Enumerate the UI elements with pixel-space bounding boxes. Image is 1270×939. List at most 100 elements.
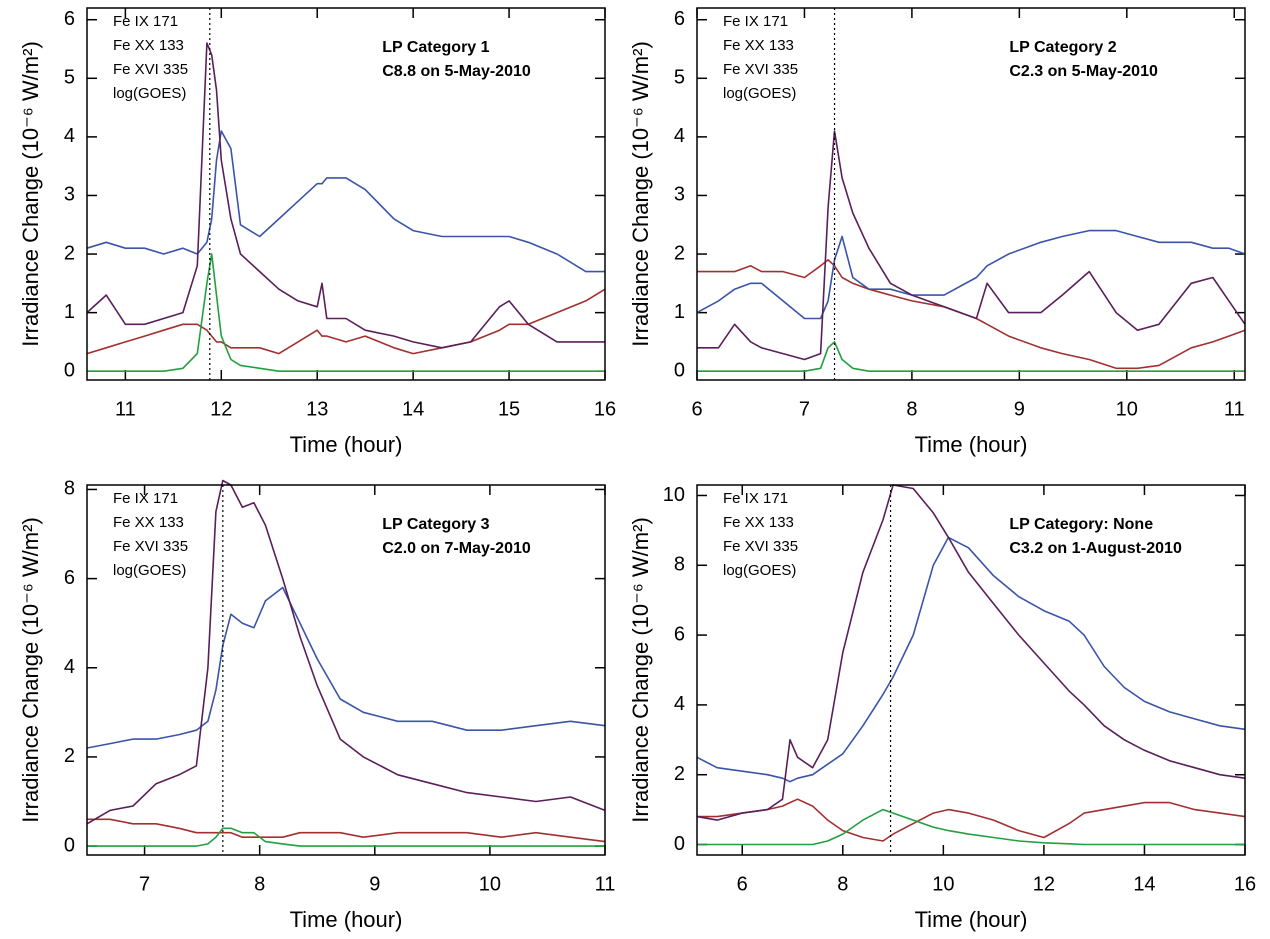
annotation: LP Category 1 bbox=[382, 39, 489, 56]
y-tick-label: 2 bbox=[674, 763, 685, 785]
legend-entry: Fe XVI 335 bbox=[723, 61, 798, 78]
x-tick-label: 10 bbox=[932, 873, 954, 895]
y-tick-label: 1 bbox=[674, 301, 685, 323]
plot-frame bbox=[696, 7, 1246, 381]
y-tick-label: 0 bbox=[64, 834, 75, 856]
series-line bbox=[696, 536, 1246, 783]
series-line bbox=[697, 808, 1245, 846]
annotation: LP Category: None bbox=[1009, 516, 1153, 533]
series-line bbox=[87, 253, 605, 372]
x-tick-label: 11 bbox=[115, 398, 136, 420]
x-tick-label: 10 bbox=[1116, 398, 1138, 420]
legend-entry: Fe IX 171 bbox=[113, 13, 178, 30]
series-line bbox=[697, 259, 1246, 370]
x-tick-label: 12 bbox=[1033, 873, 1055, 895]
series-line bbox=[86, 479, 606, 825]
x-tick-label: 8 bbox=[906, 398, 917, 420]
annotation: C2.0 on 7-May-2010 bbox=[382, 540, 531, 557]
x-axis-label: Time (hour) bbox=[915, 907, 1028, 932]
x-tick-label: 11 bbox=[595, 873, 616, 895]
legend-entry: log(GOES) bbox=[723, 85, 796, 102]
series-line bbox=[87, 827, 605, 847]
x-tick-label: 9 bbox=[369, 873, 380, 895]
series-line bbox=[697, 798, 1246, 842]
series-line bbox=[86, 130, 605, 273]
plot-frame bbox=[86, 7, 606, 381]
y-tick-label: 8 bbox=[674, 554, 685, 576]
y-tick-label: 3 bbox=[674, 184, 685, 206]
series-line bbox=[87, 818, 606, 843]
plot-frame bbox=[696, 484, 1246, 856]
x-axis-label: Time (hour) bbox=[290, 907, 403, 932]
y-tick-label: 4 bbox=[674, 693, 685, 715]
plot-frame bbox=[86, 484, 606, 856]
panel: 6 7 8 9 10 11 0 1 2 3 4 5 6 Fe IX 171 Fe XX 133 Fe XVI … bbox=[628, 7, 1246, 457]
x-tick-label: 7 bbox=[139, 873, 150, 895]
legend-entry: Fe IX 171 bbox=[723, 13, 788, 30]
legend-entry: Fe XX 133 bbox=[723, 37, 794, 54]
annotation: C2.3 on 5-May-2010 bbox=[1009, 63, 1158, 80]
legend-entry: log(GOES) bbox=[113, 85, 186, 102]
legend-entry: log(GOES) bbox=[723, 562, 796, 579]
legend-entry: Fe IX 171 bbox=[113, 490, 178, 507]
y-axis-label: Irradiance Change (10⁻⁶ W/m²) bbox=[628, 41, 653, 347]
x-tick-label: 9 bbox=[1014, 398, 1025, 420]
annotation: C3.2 on 1-August-2010 bbox=[1009, 540, 1182, 557]
series-line bbox=[696, 484, 1246, 821]
y-tick-label: 3 bbox=[64, 184, 75, 206]
legend-entry: Fe XVI 335 bbox=[113, 61, 188, 78]
series-line bbox=[697, 130, 1246, 361]
y-axis-label: Irradiance Change (10⁻⁶ W/m²) bbox=[18, 517, 43, 823]
x-axis-label: Time (hour) bbox=[290, 432, 403, 457]
annotation: C8.8 on 5-May-2010 bbox=[382, 63, 531, 80]
legend-entry: Fe XX 133 bbox=[723, 514, 794, 531]
y-axis-label: Irradiance Change (10⁻⁶ W/m²) bbox=[18, 41, 43, 347]
y-tick-label: 8 bbox=[64, 478, 75, 500]
x-tick-label: 6 bbox=[737, 873, 748, 895]
x-tick-label: 10 bbox=[479, 873, 501, 895]
x-tick-label: 14 bbox=[402, 398, 424, 420]
legend-entry: Fe XX 133 bbox=[113, 514, 184, 531]
x-tick-label: 13 bbox=[306, 398, 328, 420]
x-tick-label: 12 bbox=[210, 398, 232, 420]
x-tick-label: 14 bbox=[1133, 873, 1155, 895]
x-axis-label: Time (hour) bbox=[915, 432, 1028, 457]
y-tick-label: 10 bbox=[663, 484, 685, 506]
x-tick-label: 8 bbox=[837, 873, 848, 895]
series-line bbox=[697, 341, 1245, 372]
y-tick-label: 2 bbox=[64, 745, 75, 767]
x-tick-label: 7 bbox=[799, 398, 810, 420]
x-tick-label: 6 bbox=[691, 398, 702, 420]
y-tick-label: 5 bbox=[64, 67, 75, 89]
series-line bbox=[86, 42, 605, 349]
y-tick-label: 6 bbox=[674, 623, 685, 645]
y-tick-label: 0 bbox=[674, 833, 685, 855]
y-tick-label: 2 bbox=[674, 242, 685, 264]
legend-entry: Fe XVI 335 bbox=[113, 538, 188, 555]
y-tick-label: 5 bbox=[674, 67, 685, 89]
legend-entry: Fe XX 133 bbox=[113, 37, 184, 54]
y-tick-label: 4 bbox=[674, 125, 685, 147]
y-tick-label: 2 bbox=[64, 242, 75, 264]
panel: 6 8 10 12 14 16 0 2 4 6 8 10 Fe IX 171 Fe XX 133 Fe XV… bbox=[628, 484, 1256, 932]
legend-entry: Fe IX 171 bbox=[723, 490, 788, 507]
annotation: LP Category 3 bbox=[382, 516, 489, 533]
panel: 7 8 9 10 11 0 2 4 6 8 Fe IX 171 Fe XX 133 Fe XVI 335… bbox=[18, 478, 616, 932]
y-tick-label: 6 bbox=[64, 8, 75, 30]
y-tick-label: 0 bbox=[64, 359, 75, 381]
y-tick-label: 1 bbox=[64, 301, 75, 323]
x-tick-label: 16 bbox=[1234, 873, 1256, 895]
y-tick-label: 6 bbox=[674, 8, 685, 30]
x-tick-label: 11 bbox=[1224, 398, 1245, 420]
y-tick-label: 4 bbox=[64, 125, 75, 147]
series-line bbox=[696, 229, 1246, 320]
x-tick-label: 15 bbox=[498, 398, 520, 420]
series-line bbox=[86, 288, 606, 355]
x-tick-label: 16 bbox=[594, 398, 616, 420]
legend-entry: Fe XVI 335 bbox=[723, 538, 798, 555]
x-tick-label: 8 bbox=[254, 873, 265, 895]
series-line bbox=[86, 586, 606, 749]
y-tick-label: 4 bbox=[64, 656, 75, 678]
legend-entry: log(GOES) bbox=[113, 562, 186, 579]
